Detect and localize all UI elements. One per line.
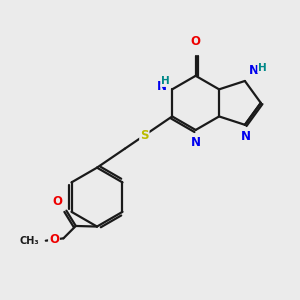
Text: N: N [190, 136, 201, 149]
Text: H: H [161, 76, 170, 86]
Text: N: N [249, 64, 259, 77]
Text: O: O [53, 195, 63, 208]
Text: S: S [140, 129, 148, 142]
Text: CH₃: CH₃ [20, 236, 39, 246]
Text: N: N [241, 130, 251, 143]
Text: N: N [157, 80, 167, 94]
Text: H: H [258, 63, 267, 73]
Text: O: O [190, 34, 201, 47]
Text: O: O [49, 233, 59, 246]
